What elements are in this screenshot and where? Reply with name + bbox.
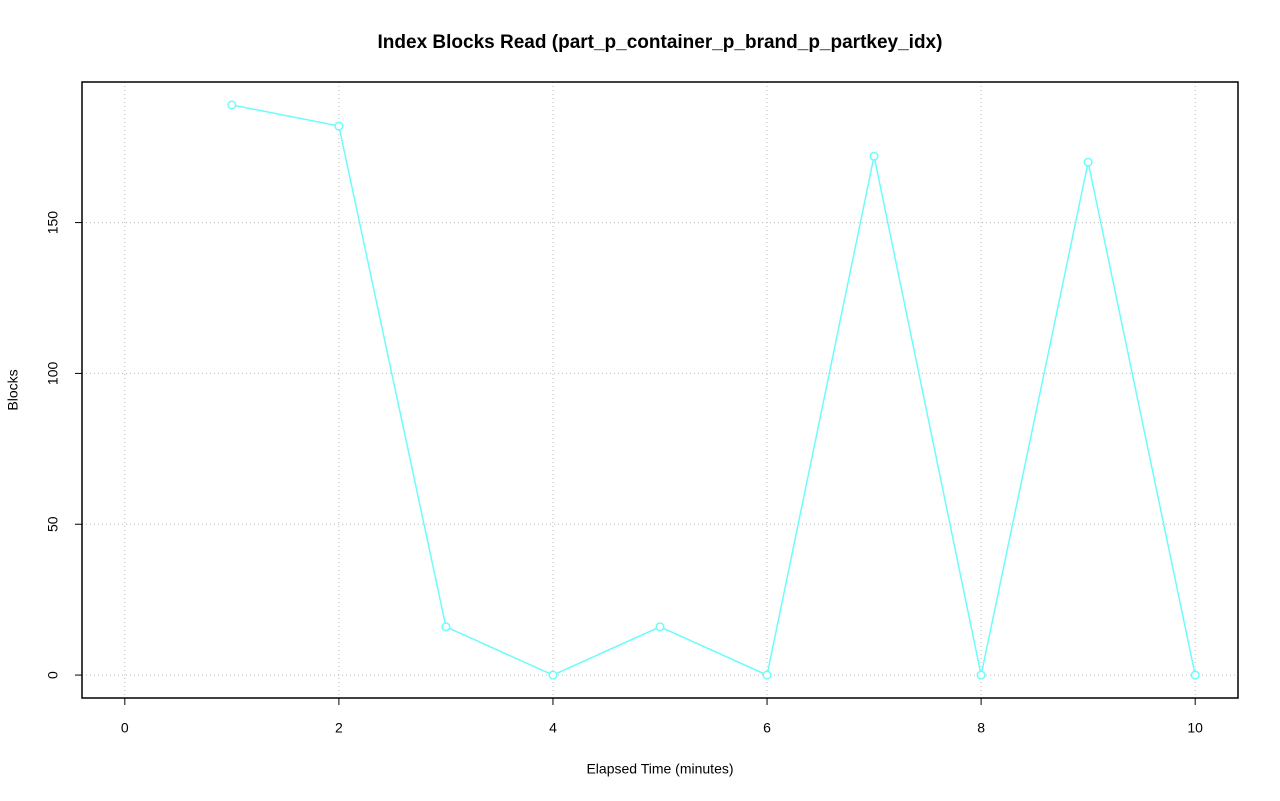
plot-frame [81,81,1239,699]
data-point [655,622,665,632]
data-point [762,670,772,680]
x-tick-label: 8 [977,720,985,736]
data-point [548,670,558,680]
y-tick-label: 50 [45,516,61,532]
y-tick-label: 100 [45,362,61,386]
x-tick-label: 10 [1187,720,1203,736]
y-tick-label: 150 [45,211,61,235]
x-tick-label: 0 [121,720,129,736]
data-point [334,121,344,131]
x-tick-label: 4 [549,720,557,736]
y-axis-label: Blocks [5,369,21,410]
chart-title: Index Blocks Read (part_p_container_p_br… [378,32,943,53]
x-axis-label: Elapsed Time (minutes) [586,761,733,777]
data-point [441,622,451,632]
series-line [231,104,1196,677]
data-point [1190,670,1200,680]
data-point [976,670,986,680]
data-point [227,100,237,110]
y-tick-label: 0 [45,671,61,679]
x-tick-label: 6 [763,720,771,736]
data-point [1083,157,1093,167]
data-point [869,151,879,161]
x-tick-label: 2 [335,720,343,736]
